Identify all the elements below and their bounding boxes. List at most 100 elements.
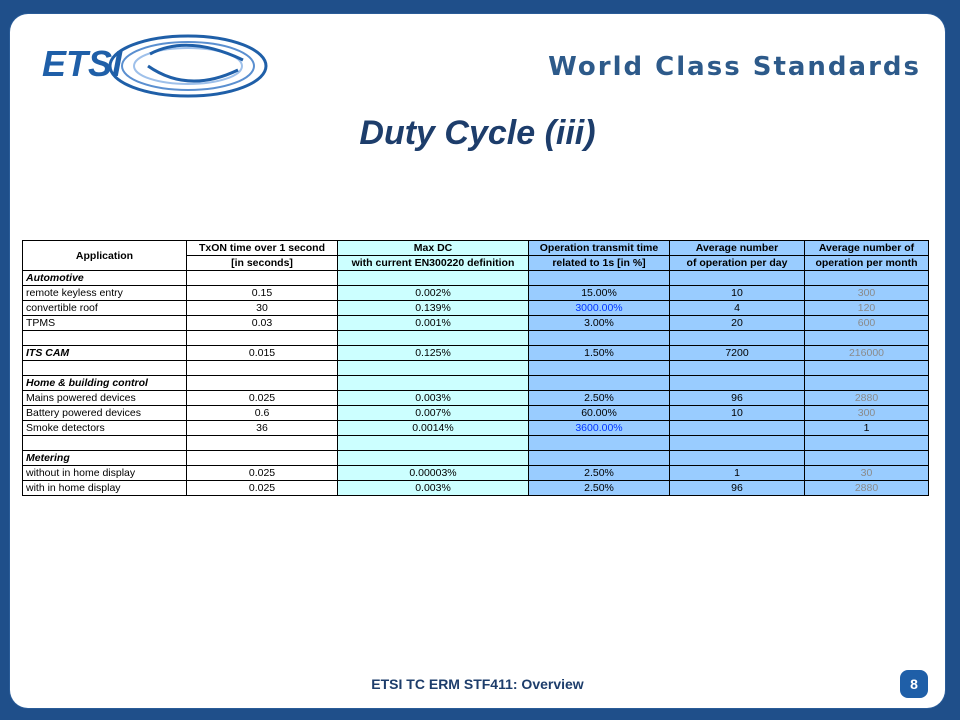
etsi-logo: ETSI	[42, 34, 268, 98]
table-row: with in home display 0.025 0.003% 2.50% 96 28…	[22, 480, 929, 496]
cell-maxdc: 0.139%	[337, 300, 529, 316]
table-row: Home & building control	[22, 375, 929, 391]
duty-cycle-table-wrap: Application TxON time over 1 second Max …	[22, 240, 929, 496]
cell-optime: 3600.00%	[528, 420, 670, 436]
cell-maxdc	[337, 360, 529, 376]
cell-application: remote keyless entry	[22, 285, 187, 301]
cell-avgday: 96	[669, 480, 805, 496]
cell-optime	[528, 375, 670, 391]
cell-optime: 3.00%	[528, 315, 670, 331]
cell-optime	[528, 360, 670, 376]
cell-application	[22, 360, 187, 376]
cell-txon	[186, 375, 338, 391]
cell-application: convertible roof	[22, 300, 187, 316]
table-row: convertible roof 30 0.139% 3000.00% 4 120	[22, 300, 929, 316]
header-optime-sub: related to 1s [in %]	[528, 255, 670, 271]
cell-optime	[528, 330, 670, 346]
cell-avgday: 20	[669, 315, 805, 331]
cell-txon: 36	[186, 420, 338, 436]
cell-avgmonth: 2880	[804, 480, 929, 496]
cell-txon: 0.15	[186, 285, 338, 301]
cell-optime: 2.50%	[528, 390, 670, 406]
header-avgday: Average number	[669, 240, 805, 256]
header-maxdc-sub: with current EN300220 definition	[337, 255, 529, 271]
cell-application: Home & building control	[22, 375, 187, 391]
header-optime: Operation transmit time	[528, 240, 670, 256]
cell-avgday: 10	[669, 405, 805, 421]
page-number: 8	[900, 670, 928, 698]
cell-txon: 0.025	[186, 480, 338, 496]
cell-txon	[186, 270, 338, 286]
cell-application: Mains powered devices	[22, 390, 187, 406]
cell-avgday	[669, 360, 805, 376]
cell-avgmonth	[804, 270, 929, 286]
cell-txon: 0.03	[186, 315, 338, 331]
cell-application	[22, 435, 187, 451]
duty-cycle-table: Application TxON time over 1 second Max …	[22, 240, 929, 496]
page-title: Duty Cycle (iii)	[359, 114, 596, 152]
cell-txon: 0.025	[186, 390, 338, 406]
cell-maxdc: 0.007%	[337, 405, 529, 421]
cell-txon	[186, 435, 338, 451]
cell-avgmonth: 2880	[804, 390, 929, 406]
cell-txon: 0.025	[186, 465, 338, 481]
cell-application: Automotive	[22, 270, 187, 286]
table-body: Automotive remote keyless entry 0.15 0.002%…	[22, 270, 929, 496]
header-application: Application	[22, 240, 187, 271]
table-row: Smoke detectors 36 0.0014% 3600.00% 1	[22, 420, 929, 436]
cell-maxdc: 0.00003%	[337, 465, 529, 481]
cell-maxdc: 0.003%	[337, 480, 529, 496]
cell-optime: 2.50%	[528, 480, 670, 496]
cell-txon	[186, 330, 338, 346]
cell-optime: 3000.00%	[528, 300, 670, 316]
cell-avgday: 96	[669, 390, 805, 406]
cell-avgday	[669, 420, 805, 436]
cell-avgday: 10	[669, 285, 805, 301]
cell-application: Metering	[22, 450, 187, 466]
cell-avgday: 7200	[669, 345, 805, 361]
table-row	[22, 435, 929, 451]
slide: ETSI World Class Standards Duty Cycle (i…	[10, 14, 945, 708]
cell-maxdc	[337, 330, 529, 346]
cell-application: Battery powered devices	[22, 405, 187, 421]
cell-avgmonth	[804, 435, 929, 451]
cell-maxdc	[337, 435, 529, 451]
cell-txon	[186, 360, 338, 376]
cell-avgday	[669, 270, 805, 286]
table-row: ITS CAM 0.015 0.125% 1.50% 7200 216000	[22, 345, 929, 361]
table-row: Metering	[22, 450, 929, 466]
cell-avgmonth: 300	[804, 285, 929, 301]
cell-optime	[528, 450, 670, 466]
table-row: without in home display 0.025 0.00003% 2.50…	[22, 465, 929, 481]
cell-avgmonth	[804, 450, 929, 466]
cell-avgmonth: 120	[804, 300, 929, 316]
cell-maxdc: 0.003%	[337, 390, 529, 406]
cell-maxdc: 0.001%	[337, 315, 529, 331]
cell-optime: 1.50%	[528, 345, 670, 361]
header-txon-sub: [in seconds]	[186, 255, 338, 271]
cell-avgmonth: 600	[804, 315, 929, 331]
table-row: Mains powered devices 0.025 0.003% 2.50% 96 2…	[22, 390, 929, 406]
cell-maxdc: 0.125%	[337, 345, 529, 361]
header-maxdc: Max DC	[337, 240, 529, 256]
cell-application: without in home display	[22, 465, 187, 481]
footer-text: ETSI TC ERM STF411: Overview	[371, 676, 584, 692]
cell-avgmonth	[804, 375, 929, 391]
cell-avgmonth: 30	[804, 465, 929, 481]
tagline: World Class Standards	[548, 52, 921, 82]
header-avgmonth: Average number of	[804, 240, 929, 256]
cell-optime	[528, 270, 670, 286]
logo-text: ETSI	[42, 43, 123, 84]
cell-avgday	[669, 450, 805, 466]
table-row: TPMS 0.03 0.001% 3.00% 20 600	[22, 315, 929, 331]
cell-avgday	[669, 330, 805, 346]
cell-avgday	[669, 375, 805, 391]
cell-optime	[528, 435, 670, 451]
cell-optime: 15.00%	[528, 285, 670, 301]
cell-maxdc	[337, 270, 529, 286]
cell-maxdc: 0.002%	[337, 285, 529, 301]
header-avgmonth-sub: operation per month	[804, 255, 929, 271]
cell-application: ITS CAM	[22, 345, 187, 361]
table-row: Automotive	[22, 270, 929, 286]
cell-application: with in home display	[22, 480, 187, 496]
